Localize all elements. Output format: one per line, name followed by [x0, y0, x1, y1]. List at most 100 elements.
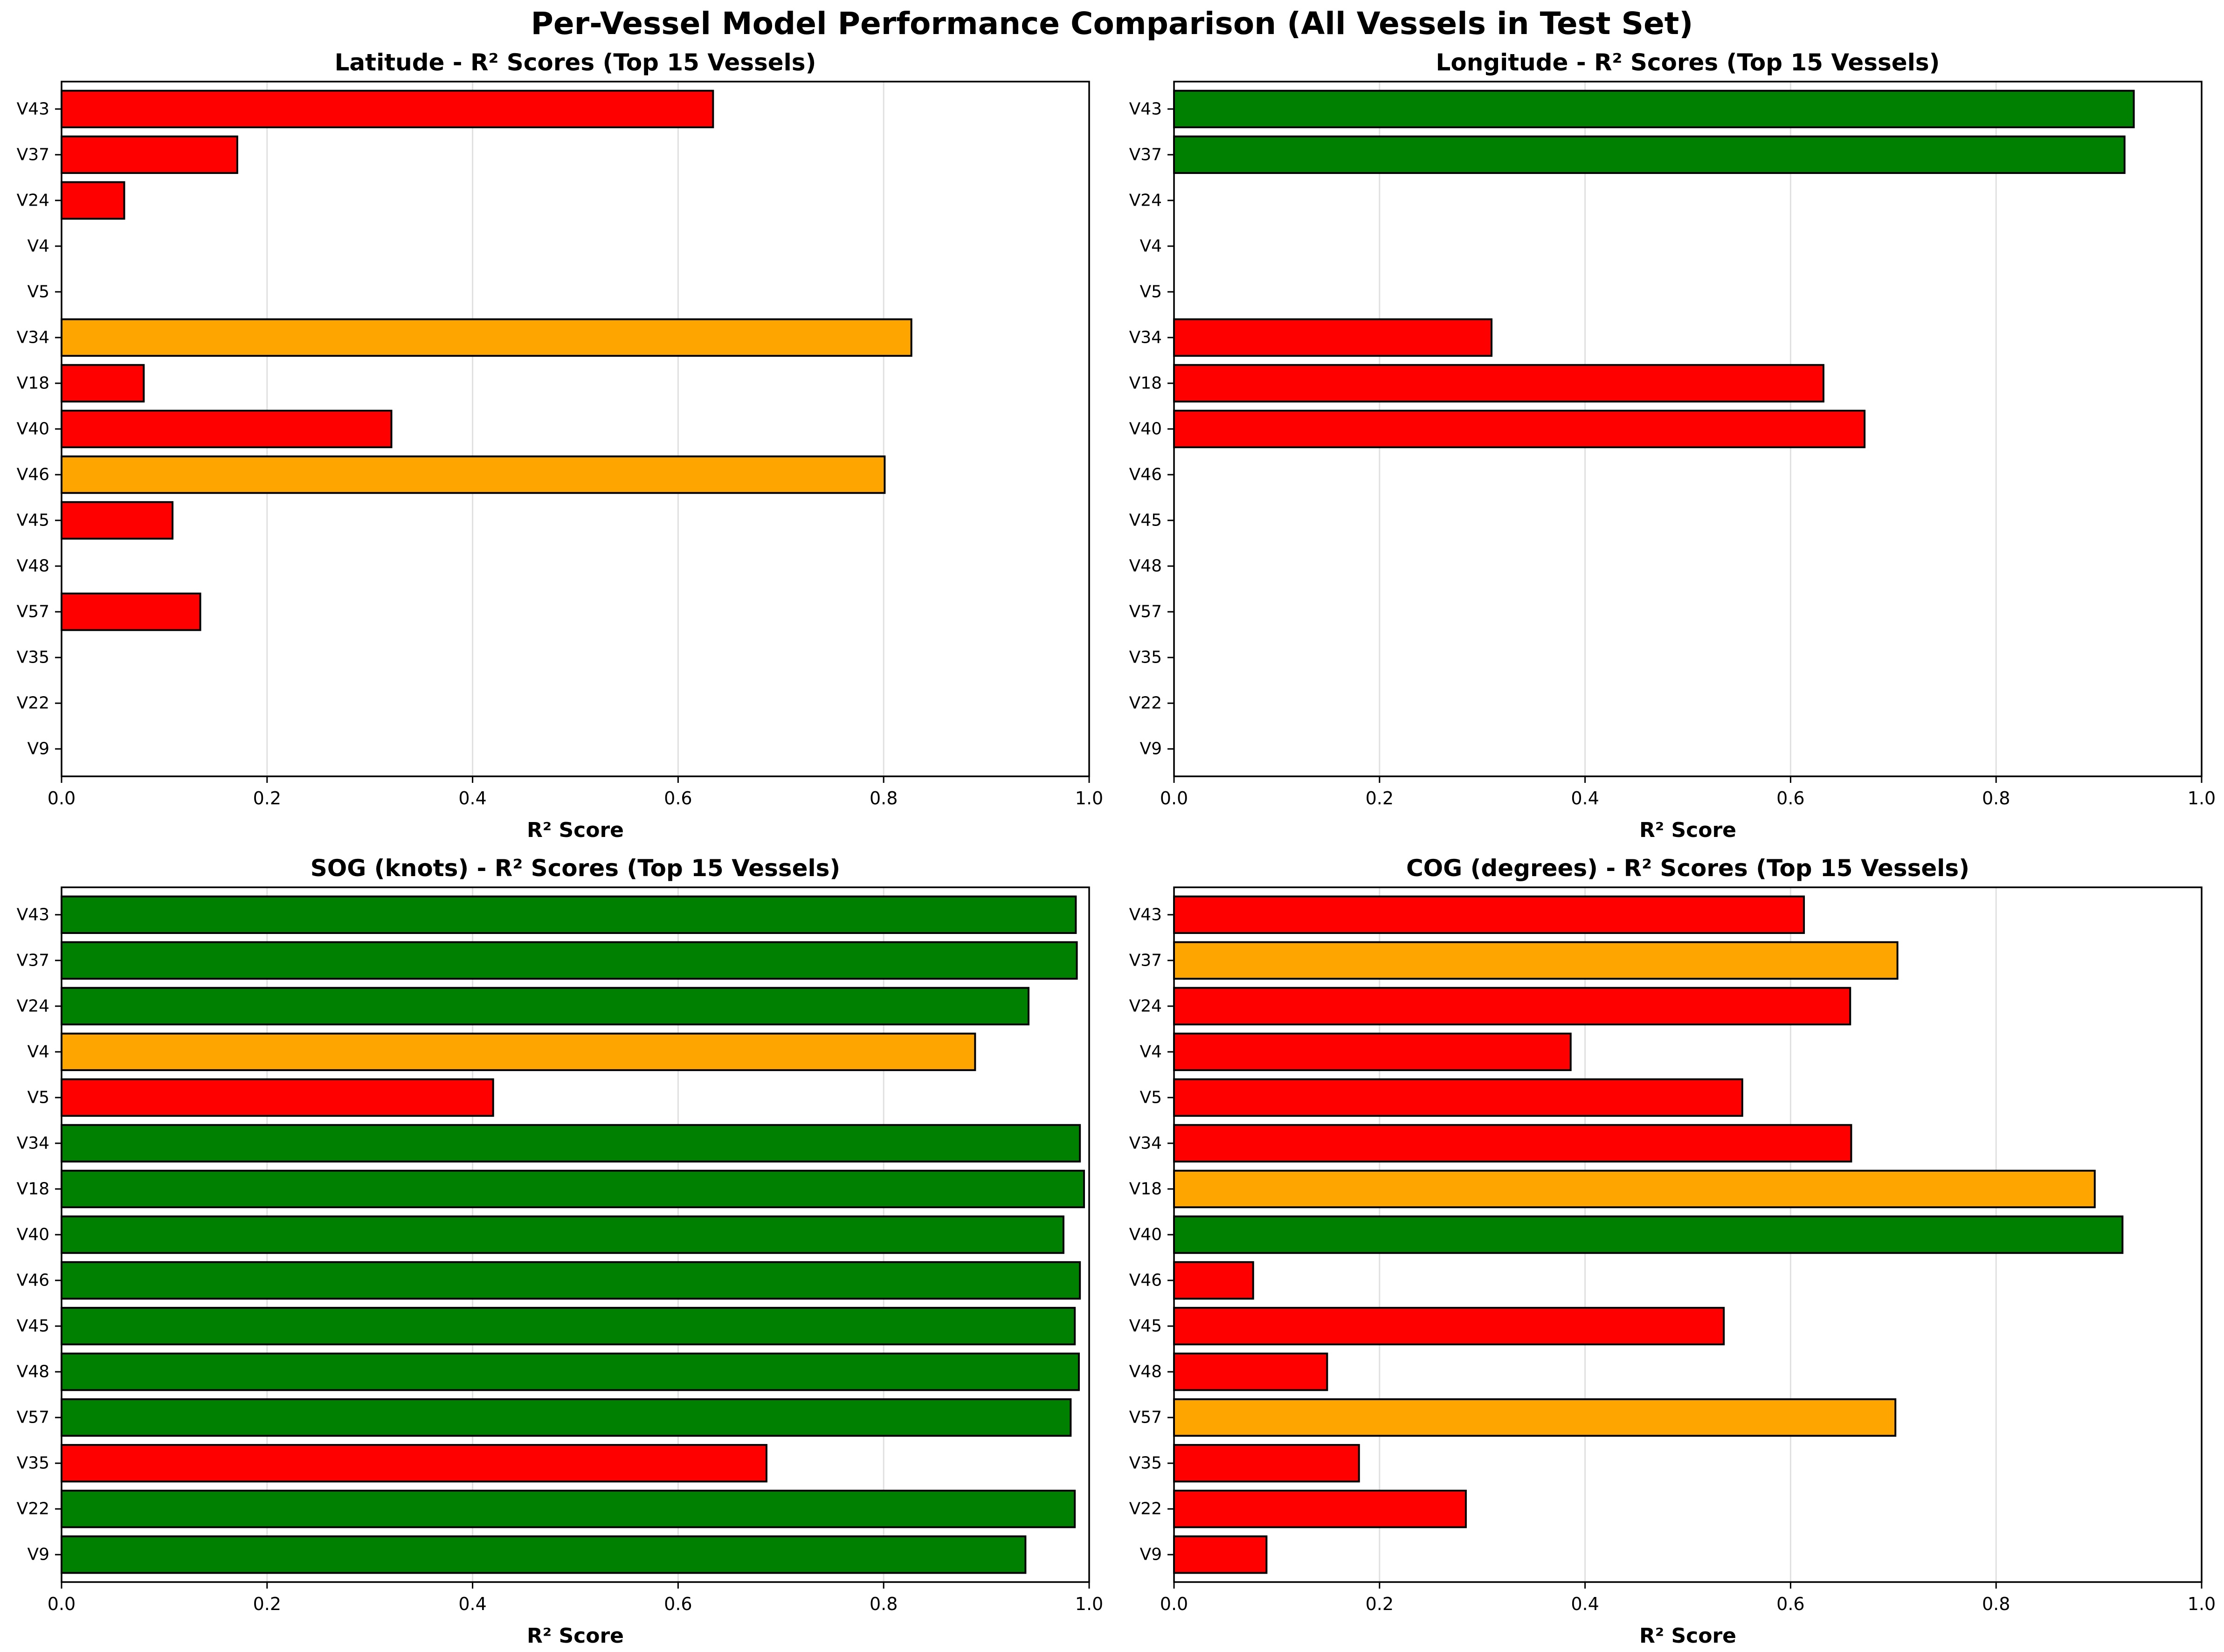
- y-tick-label-v43: V43: [17, 99, 49, 118]
- y-tick-label-v4: V4: [1140, 1042, 1162, 1061]
- y-tick-label-v9: V9: [27, 1545, 49, 1564]
- bar-v43: [1173, 895, 1805, 934]
- x-tick-label: 0.6: [1776, 1594, 1804, 1614]
- bar-v34: [1173, 318, 1493, 357]
- y-tick-label-v43: V43: [17, 905, 49, 924]
- x-tick-label: 0.0: [48, 1594, 76, 1614]
- y-tick-label-v18: V18: [17, 373, 49, 393]
- y-tick-label-v5: V5: [27, 1088, 49, 1107]
- y-tick-label-v57: V57: [1129, 1408, 1162, 1427]
- chart-panel-3: V43 V37 V24 V4 V5 V34 V18 V40 V46 V45 V48 V57 V35 V22…: [17, 855, 1104, 1648]
- y-tick-label-v22: V22: [17, 694, 49, 713]
- x-tick-label: 0.0: [1160, 1594, 1188, 1614]
- panel-title: Latitude - R² Scores (Top 15 Vessels): [335, 49, 816, 76]
- x-axis-label: R² Score: [1639, 1624, 1736, 1648]
- y-tick-label-v57: V57: [1129, 602, 1162, 622]
- y-tick-label-v45: V45: [17, 1317, 49, 1336]
- y-tick-label-v5: V5: [1140, 1088, 1162, 1107]
- y-tick-label-v5: V5: [27, 282, 49, 301]
- bar-v34: [61, 1124, 1081, 1163]
- bar-v40: [1173, 409, 1866, 449]
- x-tick-label: 0.0: [48, 788, 76, 809]
- y-tick-label-v4: V4: [27, 236, 49, 256]
- bar-v35: [1173, 1444, 1360, 1483]
- bar-v48: [61, 1352, 1080, 1391]
- bar-v18: [1173, 364, 1824, 403]
- bar-v57: [1173, 1398, 1897, 1437]
- y-tick-label-v22: V22: [17, 1500, 49, 1519]
- bar-v46: [61, 1261, 1081, 1300]
- y-tick-label-v22: V22: [1129, 694, 1162, 713]
- x-tick-label: 0.4: [1571, 1594, 1599, 1614]
- x-tick-label: 0.8: [870, 788, 898, 809]
- bar-v34: [1173, 1124, 1852, 1163]
- x-tick-label: 0.2: [253, 788, 281, 809]
- y-tick-label-v45: V45: [17, 511, 49, 530]
- y-tick-label-v5: V5: [1140, 282, 1162, 301]
- bar-v45: [61, 501, 174, 540]
- bar-v4: [1173, 1032, 1572, 1071]
- x-tick-label: 0.8: [1982, 1594, 2010, 1614]
- x-tick-label: 0.6: [664, 1594, 692, 1614]
- y-tick-label-v35: V35: [1129, 1454, 1162, 1473]
- bar-v22: [61, 1489, 1076, 1528]
- bar-v48: [1173, 1352, 1328, 1391]
- y-tick-label-v34: V34: [1129, 1134, 1162, 1153]
- bar-v35: [61, 1444, 767, 1483]
- y-tick-label-v34: V34: [1129, 328, 1162, 347]
- x-tick-label: 0.8: [1982, 788, 2010, 809]
- bar-v24: [1173, 987, 1851, 1026]
- y-tick-label-v37: V37: [17, 145, 49, 164]
- bar-v18: [61, 1169, 1085, 1209]
- y-tick-label-v46: V46: [17, 1271, 49, 1290]
- y-tick-label-v45: V45: [1129, 1317, 1162, 1336]
- y-tick-label-v48: V48: [1129, 1362, 1162, 1382]
- bar-v57: [61, 592, 201, 631]
- panel-title: SOG (knots) - R² Scores (Top 15 Vessels): [311, 855, 841, 882]
- x-tick-label: 0.2: [1366, 1594, 1394, 1614]
- y-tick-label-v4: V4: [1140, 236, 1162, 256]
- y-tick-label-v24: V24: [1129, 996, 1162, 1016]
- bar-v40: [61, 1215, 1064, 1254]
- bar-v57: [61, 1398, 1072, 1437]
- bar-v43: [61, 90, 714, 129]
- x-tick-label: 0.6: [664, 788, 692, 809]
- y-tick-label-v34: V34: [17, 328, 49, 347]
- y-tick-label-v22: V22: [1129, 1500, 1162, 1519]
- y-tick-label-v24: V24: [1129, 191, 1162, 210]
- x-tick-label: 0.2: [253, 1594, 281, 1614]
- bar-v45: [1173, 1306, 1725, 1346]
- x-tick-label: 0.2: [1366, 788, 1394, 809]
- x-tick-label: 0.4: [458, 1594, 486, 1614]
- bar-v43: [61, 895, 1077, 934]
- y-tick-label-v34: V34: [17, 1134, 49, 1153]
- y-tick-label-v37: V37: [1129, 951, 1162, 970]
- bar-v5: [61, 1078, 494, 1117]
- bar-v9: [61, 1535, 1027, 1574]
- y-tick-label-v57: V57: [17, 1408, 49, 1427]
- y-tick-label-v4: V4: [27, 1042, 49, 1061]
- bar-v37: [61, 135, 238, 174]
- y-tick-label-v24: V24: [17, 996, 49, 1016]
- bar-v4: [61, 1032, 976, 1071]
- x-tick-label: 1.0: [2188, 788, 2216, 809]
- bar-v37: [61, 941, 1078, 980]
- y-tick-label-v48: V48: [17, 1362, 49, 1382]
- y-tick-label-v48: V48: [17, 557, 49, 576]
- bar-v22: [1173, 1489, 1467, 1528]
- x-tick-label: 0.4: [1571, 788, 1599, 809]
- bar-v18: [61, 364, 145, 403]
- x-tick-label: 0.0: [1160, 788, 1188, 809]
- y-tick-label-v35: V35: [1129, 648, 1162, 667]
- y-tick-label-v46: V46: [1129, 1271, 1162, 1290]
- bar-v46: [61, 455, 886, 494]
- y-tick-label-v45: V45: [1129, 511, 1162, 530]
- y-tick-label-v57: V57: [17, 602, 49, 622]
- y-tick-label-v37: V37: [1129, 145, 1162, 164]
- bar-v34: [61, 318, 912, 357]
- y-tick-label-v24: V24: [17, 191, 49, 210]
- bar-v5: [1173, 1078, 1743, 1117]
- y-tick-label-v40: V40: [1129, 1225, 1162, 1244]
- bar-v46: [1173, 1261, 1254, 1300]
- bar-v40: [61, 409, 393, 449]
